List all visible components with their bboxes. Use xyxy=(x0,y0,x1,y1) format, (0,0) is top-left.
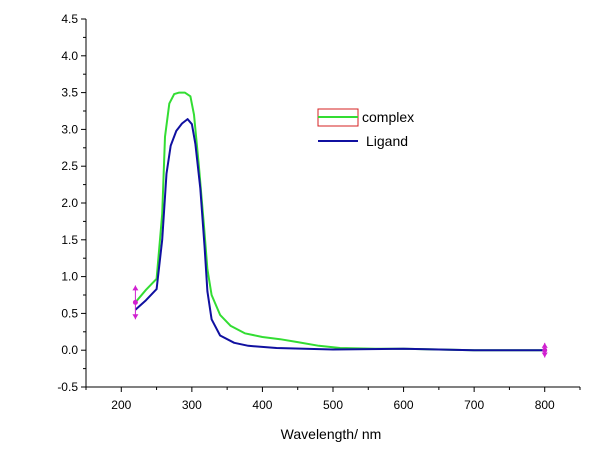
x-tick-label: 500 xyxy=(323,398,343,412)
x-tick-label: 700 xyxy=(464,398,484,412)
x-tick-label: 800 xyxy=(535,398,555,412)
y-tick-label: 2.5 xyxy=(61,159,78,173)
y-tick-label: 2.0 xyxy=(61,196,78,210)
series-line-complex xyxy=(134,91,545,352)
y-tick-label: 1.0 xyxy=(61,270,78,284)
x-axis-label: Wavelength/ nm xyxy=(281,426,382,442)
legend: complex Ligand xyxy=(317,108,414,149)
x-axis-ticks: 200 300 400 500 600 700 800 xyxy=(85,387,581,412)
y-tick-label: 4.0 xyxy=(61,49,78,63)
y-tick-label: 3.5 xyxy=(61,86,78,100)
x-tick-label: 300 xyxy=(182,398,202,412)
legend-label-ligand: Ligand xyxy=(366,133,408,149)
x-tick-label: 400 xyxy=(252,398,272,412)
error-arrow-up xyxy=(541,342,548,348)
error-arrow-down xyxy=(132,314,139,320)
x-tick-label: 200 xyxy=(111,398,131,412)
error-center xyxy=(542,347,548,353)
y-tick-label: 4.5 xyxy=(61,12,78,26)
chart-axes xyxy=(85,19,580,388)
y-tick-label: 0.0 xyxy=(61,343,78,357)
y-tick-label: 3.0 xyxy=(61,122,78,136)
y-axis-ticks: -0.5 0.0 0.5 1.0 1.5 2.0 2.5 3.0 3.5 4.0 4.5 xyxy=(57,12,86,394)
error-arrow-down xyxy=(541,352,548,358)
x-tick-label: 600 xyxy=(394,398,414,412)
y-tick-label: -0.5 xyxy=(57,380,78,394)
y-tick-label: 0.5 xyxy=(61,306,78,320)
series-line-ligand xyxy=(134,118,545,352)
series-lines xyxy=(134,91,545,352)
error-arrow-up xyxy=(132,285,139,291)
error-center xyxy=(132,299,138,305)
error-markers xyxy=(132,285,548,358)
legend-label-complex: complex xyxy=(362,109,414,125)
y-tick-label: 1.5 xyxy=(61,233,78,247)
